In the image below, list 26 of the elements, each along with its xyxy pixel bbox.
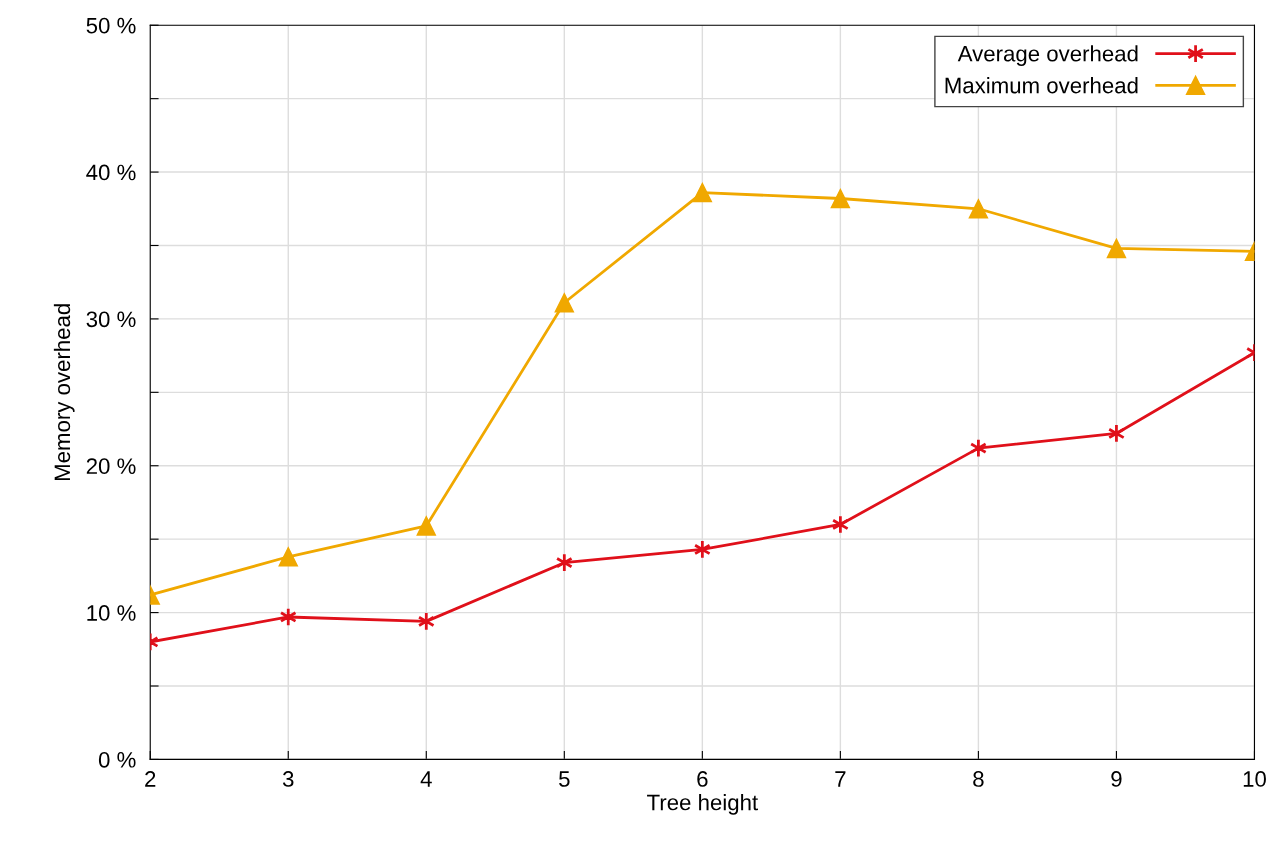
x-tick-label: 6 bbox=[697, 771, 708, 787]
y-tick-label: 10 % bbox=[87, 605, 136, 621]
point bbox=[554, 293, 575, 313]
legend-label: Average overhead bbox=[957, 45, 1138, 66]
x-tick-label: 4 bbox=[420, 771, 432, 787]
point bbox=[278, 547, 298, 567]
x-tick-label: 5 bbox=[559, 771, 570, 787]
point bbox=[416, 516, 437, 536]
x-tick-label: 8 bbox=[973, 771, 984, 787]
y-tick-label: 50 % bbox=[86, 17, 136, 34]
legend-label: Maximum overhead bbox=[945, 77, 1138, 94]
point bbox=[1106, 238, 1127, 259]
x-axis-title: Tree height bbox=[647, 794, 758, 815]
point bbox=[968, 199, 989, 219]
x-tick-label: 3 bbox=[282, 771, 294, 787]
point bbox=[692, 182, 713, 203]
y-tick-label: 0 % bbox=[98, 751, 136, 768]
y-tick-label: 20 % bbox=[86, 458, 136, 475]
y-tick-label: 30 % bbox=[86, 311, 136, 328]
x-tick-label: 10 bbox=[1243, 771, 1266, 787]
x-tick-label: 7 bbox=[835, 771, 846, 787]
x-tick-label: 2 bbox=[145, 771, 156, 787]
y-axis-title: Memory overhead bbox=[53, 304, 75, 481]
point bbox=[830, 188, 851, 209]
y-tick-label: 40 % bbox=[86, 164, 136, 181]
x-tick-label: 9 bbox=[1111, 771, 1122, 787]
